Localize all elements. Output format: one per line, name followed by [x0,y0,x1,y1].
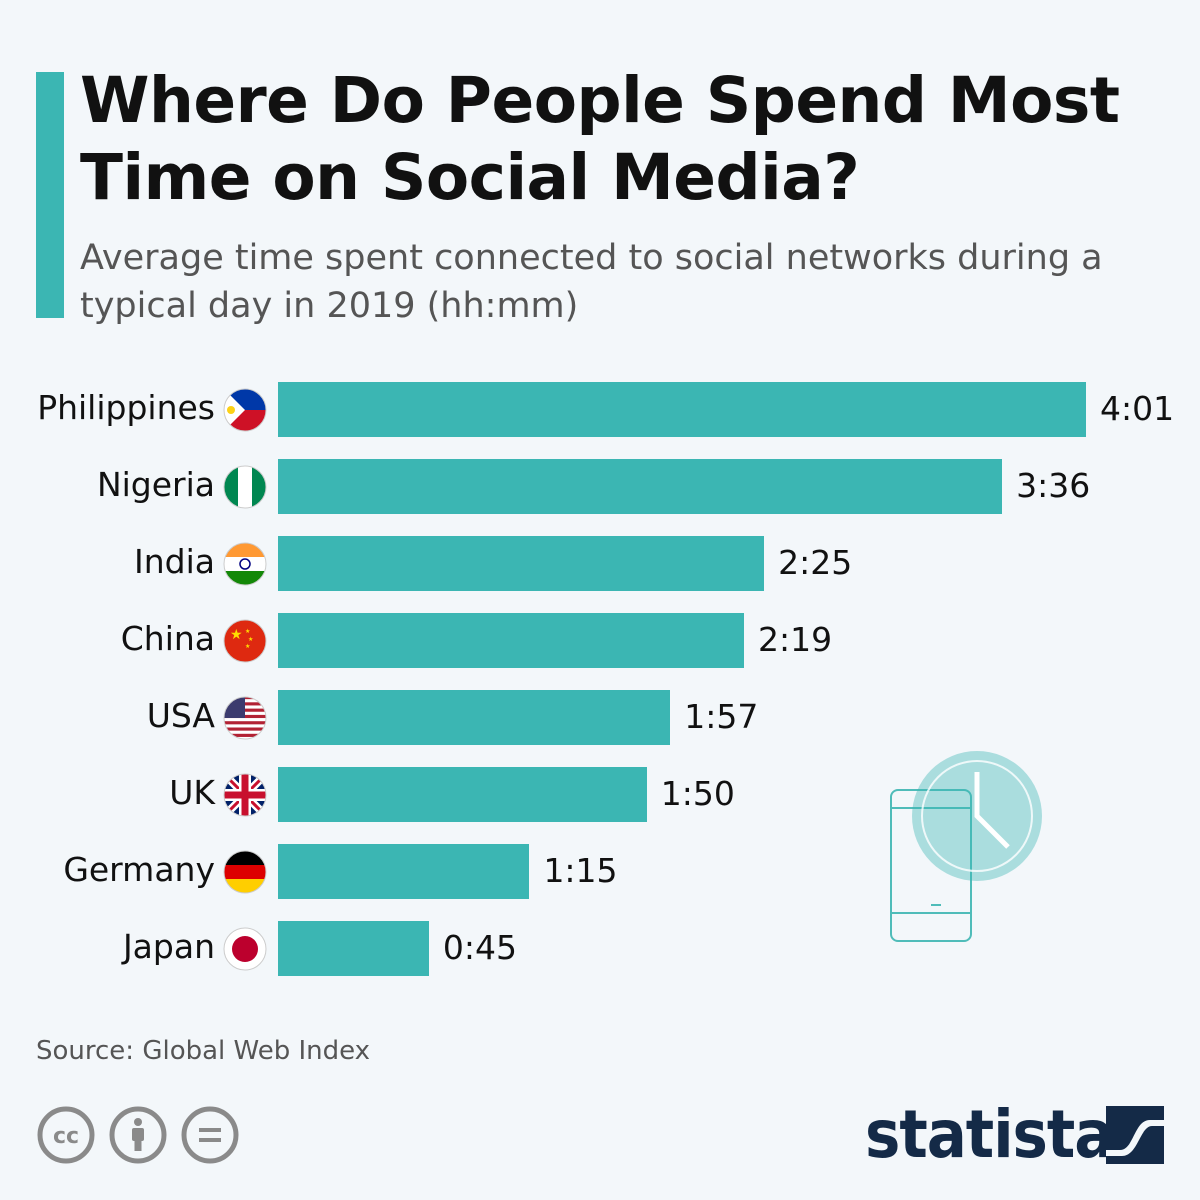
title-accent-bar [36,72,64,318]
flag-in-icon [223,542,267,586]
flag-cn-icon: ★ ★★★ [223,619,267,663]
svg-text:★: ★ [245,643,250,650]
bar-row: India 2:25 [0,536,1200,591]
source-note: Source: Global Web Index [36,1036,371,1066]
category-label: India [134,542,215,581]
category-label: Germany [63,850,215,889]
flag-jp-icon [223,927,267,971]
bar [278,921,429,976]
value-label: 1:57 [684,697,759,736]
svg-text:★: ★ [248,636,253,643]
category-label: China [120,619,215,658]
category-label: Nigeria [96,465,215,504]
flag-ng-icon [223,465,267,509]
value-label: 1:15 [543,851,618,890]
flag-ph-icon [223,388,267,432]
value-label: 1:50 [660,774,735,813]
value-label: 3:36 [1016,466,1091,505]
chart-subtitle: Average time spent connected to social n… [80,238,1103,326]
bar-row: USA 1:57 [0,690,1200,745]
bar-row: Nigeria 3:36 [0,459,1200,514]
flag-de-icon [223,850,267,894]
bar [278,536,765,591]
bar-row: Philippines 4:01 [0,382,1200,437]
bar-row: Japan 0:45 [0,921,1200,976]
svg-text:★: ★ [230,627,243,643]
bar [278,382,1086,437]
value-label: 2:19 [758,620,833,659]
flag-us-icon [223,696,267,740]
bar [278,767,647,822]
bar-row: Germany 1:15 [0,844,1200,899]
category-label: Japan [122,927,215,966]
phone-clock-icon [890,751,1042,942]
statista-logo-mark-icon [1106,1106,1164,1164]
statista-logo[interactable]: statista [865,1096,1114,1173]
flag-uk-icon [223,773,267,817]
no-derivatives-icon[interactable] [180,1105,240,1165]
bar [278,690,671,745]
bar [278,613,745,668]
bar [278,844,530,899]
bar [278,459,1003,514]
category-label: Philippines [37,388,215,427]
bar-row: UK 1:50 [0,767,1200,822]
creative-commons-icon[interactable]: cc [36,1105,96,1165]
category-label: UK [169,773,215,812]
chart-title: Where Do People Spend Most Time on Socia… [80,64,1120,214]
value-label: 0:45 [442,928,517,967]
category-label: USA [146,696,215,735]
bar-row: China ★ ★ ★ ★ 2:19 [0,613,1200,668]
value-label: 4:01 [1100,389,1175,428]
svg-text:★: ★ [245,628,250,635]
svg-text:cc: cc [53,1124,79,1149]
attribution-icon[interactable] [108,1105,168,1165]
value-label: 2:25 [778,543,853,582]
